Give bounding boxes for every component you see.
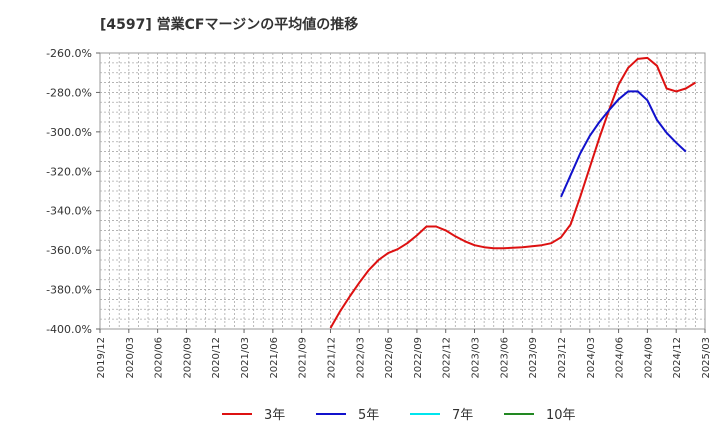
y-tick-label: -300.0% xyxy=(46,126,92,139)
y-tick-label: -320.0% xyxy=(46,165,92,178)
x-tick-label: 2020/12 xyxy=(211,337,222,379)
x-tick-label: 2020/03 xyxy=(125,337,136,379)
x-tick-label: 2019/12 xyxy=(96,337,107,379)
x-tick-label: 2023/03 xyxy=(471,337,482,379)
legend-label-4: 10年 xyxy=(546,408,576,423)
y-tick-label: -400.0% xyxy=(46,323,92,336)
x-tick-label: 2021/06 xyxy=(269,337,280,379)
series-line-1 xyxy=(329,56,696,329)
x-tick-label: 2024/06 xyxy=(615,337,626,379)
series-line-2 xyxy=(560,90,687,198)
x-tick-label: 2020/09 xyxy=(182,337,193,379)
legend-label-2: 5年 xyxy=(358,408,379,423)
x-tick-label: 2023/06 xyxy=(499,337,510,379)
x-tick-label: 2021/09 xyxy=(298,337,309,379)
y-tick-label: -260.0% xyxy=(46,47,92,60)
x-tick-label: 2022/09 xyxy=(413,337,424,379)
y-tick-label: -380.0% xyxy=(46,284,92,297)
legend-label-1: 3年 xyxy=(264,408,285,423)
y-tick-label: -340.0% xyxy=(46,205,92,218)
x-tick-label: 2021/03 xyxy=(240,337,251,379)
x-tick-label: 2024/09 xyxy=(643,337,654,379)
x-tick-label: 2024/03 xyxy=(586,337,597,379)
x-tick-label: 2023/09 xyxy=(528,337,539,379)
x-tick-label: 2020/06 xyxy=(154,337,165,379)
chart-title: [4597] 営業CFマージンの平均値の推移 xyxy=(100,17,359,33)
x-tick-label: 2022/06 xyxy=(384,337,395,379)
y-tick-label: -360.0% xyxy=(46,244,92,257)
x-tick-label: 2021/12 xyxy=(326,337,337,379)
x-tick-label: 2023/12 xyxy=(557,337,568,379)
x-tick-label: 2024/12 xyxy=(672,337,683,379)
y-tick-label: -280.0% xyxy=(46,86,92,99)
legend-label-3: 7年 xyxy=(452,408,473,423)
x-tick-label: 2022/03 xyxy=(355,337,366,379)
x-tick-label: 2025/03 xyxy=(701,337,712,379)
x-tick-label: 2022/12 xyxy=(442,337,453,379)
